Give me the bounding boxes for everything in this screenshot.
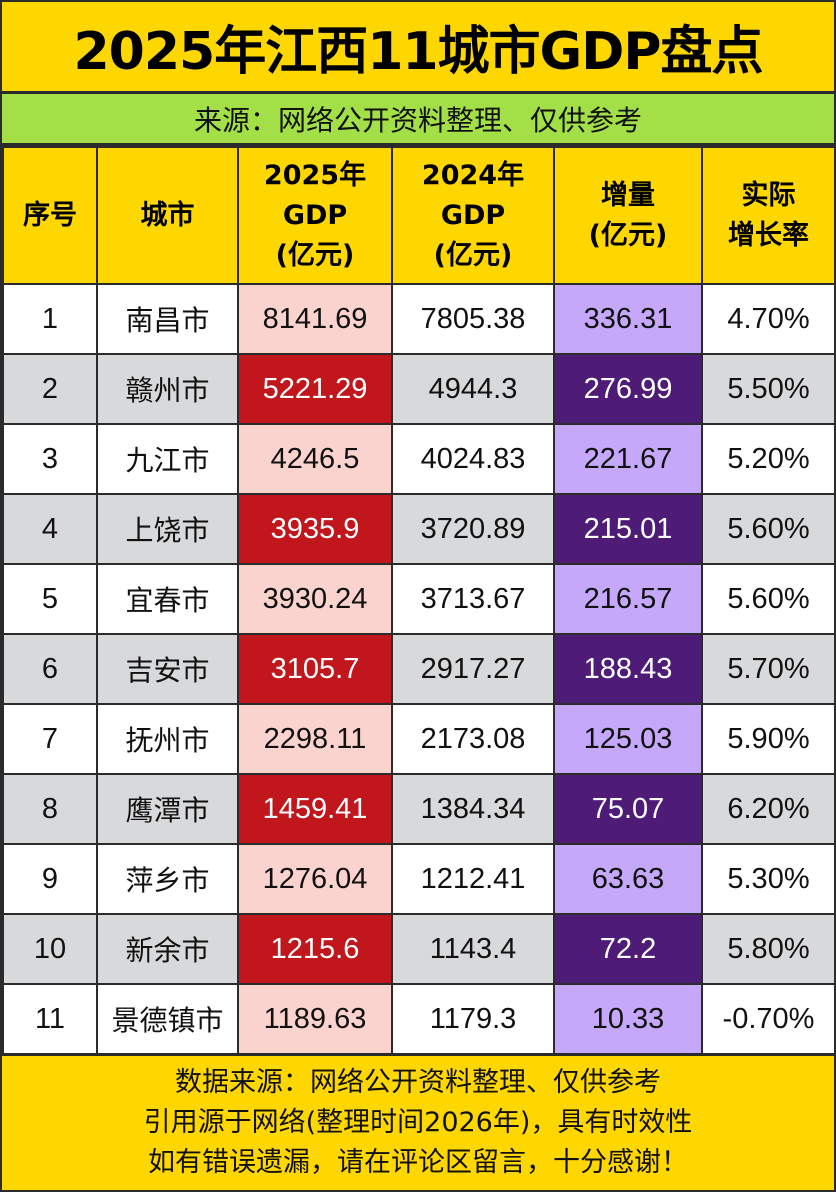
source-note: 来源：网络公开资料整理、仅供参考 [193,103,642,137]
header-increase: 增量 (亿元) [553,146,703,285]
cell-gdp2025: 1189.63 [237,983,393,1055]
cell-gdp2024: 1212.41 [391,843,555,915]
title-bar: 2025年江西11城市GDP盘点 [2,2,834,94]
cell-city: 宜春市 [96,563,239,635]
cell-growth: 5.80% [701,913,836,985]
cell-city: 景德镇市 [96,983,239,1055]
footer-line-feedback: 如有错误遗漏，请在评论区留言，十分感谢！ [148,1146,688,1178]
cell-gdp2025: 2298.11 [237,703,393,775]
cell-rank: 5 [2,563,98,635]
table-row: 11 景德镇市 1189.63 1179.3 10.33 -0.70% [2,983,836,1055]
cell-growth: 5.20% [701,423,836,495]
cell-city: 鹰潭市 [96,773,239,845]
table-header-row: 序号 城市 2025年 GDP (亿元) 2024年 GDP (亿元) 增量 (亿元) 实… [2,146,836,285]
cell-growth: 6.20% [701,773,836,845]
table-row: 7 抚州市 2298.11 2173.08 125.03 5.90% [2,703,836,775]
cell-gdp2024: 4024.83 [391,423,555,495]
cell-city: 抚州市 [96,703,239,775]
cell-rank: 3 [2,423,98,495]
cell-increase: 10.33 [553,983,703,1055]
header-growth: 实际 增长率 [701,146,836,285]
table-row: 8 鹰潭市 1459.41 1384.34 75.07 6.20% [2,773,836,845]
cell-gdp2025: 3930.24 [237,563,393,635]
table-row: 6 吉安市 3105.7 2917.27 188.43 5.70% [2,633,836,705]
cell-growth: -0.70% [701,983,836,1055]
footer-notes: 数据来源：网络公开资料整理、仅供参考 引用源于网络(整理时间2026年)，具有时… [2,1055,834,1189]
table-row: 4 上饶市 3935.9 3720.89 215.01 5.60% [2,493,836,565]
cell-rank: 11 [2,983,98,1055]
cell-gdp2025: 3935.9 [237,493,393,565]
header-gdp2025: 2025年 GDP (亿元) [237,146,393,285]
cell-increase: 336.31 [553,283,703,355]
cell-increase: 72.2 [553,913,703,985]
table-row: 3 九江市 4246.5 4024.83 221.67 5.20% [2,423,836,495]
cell-gdp2024: 2173.08 [391,703,555,775]
cell-increase: 215.01 [553,493,703,565]
cell-gdp2024: 1143.4 [391,913,555,985]
page-title: 2025年江西11城市GDP盘点 [73,22,763,82]
cell-rank: 8 [2,773,98,845]
cell-gdp2025: 8141.69 [237,283,393,355]
cell-city: 萍乡市 [96,843,239,915]
cell-gdp2024: 1179.3 [391,983,555,1055]
cell-growth: 5.60% [701,563,836,635]
cell-gdp2024: 7805.38 [391,283,555,355]
table-row: 1 南昌市 8141.69 7805.38 336.31 4.70% [2,283,836,355]
cell-city: 上饶市 [96,493,239,565]
cell-gdp2024: 3720.89 [391,493,555,565]
source-bar: 来源：网络公开资料整理、仅供参考 [2,94,834,146]
cell-rank: 10 [2,913,98,985]
cell-city: 赣州市 [96,353,239,425]
cell-growth: 5.70% [701,633,836,705]
cell-rank: 1 [2,283,98,355]
cell-increase: 221.67 [553,423,703,495]
cell-city: 新余市 [96,913,239,985]
cell-gdp2024: 1384.34 [391,773,555,845]
cell-increase: 276.99 [553,353,703,425]
cell-rank: 9 [2,843,98,915]
cell-increase: 75.07 [553,773,703,845]
cell-gdp2024: 2917.27 [391,633,555,705]
cell-gdp2025: 1215.6 [237,913,393,985]
cell-rank: 4 [2,493,98,565]
table-row: 5 宜春市 3930.24 3713.67 216.57 5.60% [2,563,836,635]
cell-city: 吉安市 [96,633,239,705]
cell-gdp2024: 3713.67 [391,563,555,635]
table-row: 10 新余市 1215.6 1143.4 72.2 5.80% [2,913,836,985]
cell-gdp2025: 1276.04 [237,843,393,915]
cell-city: 南昌市 [96,283,239,355]
cell-city: 九江市 [96,423,239,495]
table-row: 2 赣州市 5221.29 4944.3 276.99 5.50% [2,353,836,425]
footer-line-source: 数据来源：网络公开资料整理、仅供参考 [175,1066,661,1098]
table-row: 9 萍乡市 1276.04 1212.41 63.63 5.30% [2,843,836,915]
cell-gdp2025: 5221.29 [237,353,393,425]
header-rank: 序号 [2,146,98,285]
footer-line-timeliness: 引用源于网络(整理时间2026年)，具有时效性 [143,1106,693,1138]
cell-increase: 63.63 [553,843,703,915]
cell-growth: 5.50% [701,353,836,425]
cell-gdp2025: 4246.5 [237,423,393,495]
cell-increase: 125.03 [553,703,703,775]
header-city: 城市 [96,146,239,285]
cell-increase: 188.43 [553,633,703,705]
cell-gdp2024: 4944.3 [391,353,555,425]
cell-growth: 5.60% [701,493,836,565]
header-gdp2024: 2024年 GDP (亿元) [391,146,555,285]
cell-growth: 4.70% [701,283,836,355]
cell-growth: 5.90% [701,703,836,775]
cell-gdp2025: 1459.41 [237,773,393,845]
cell-growth: 5.30% [701,843,836,915]
cell-rank: 2 [2,353,98,425]
cell-rank: 6 [2,633,98,705]
cell-increase: 216.57 [553,563,703,635]
gdp-table: 序号 城市 2025年 GDP (亿元) 2024年 GDP (亿元) 增量 (亿元) 实… [2,146,836,1055]
cell-rank: 7 [2,703,98,775]
cell-gdp2025: 3105.7 [237,633,393,705]
